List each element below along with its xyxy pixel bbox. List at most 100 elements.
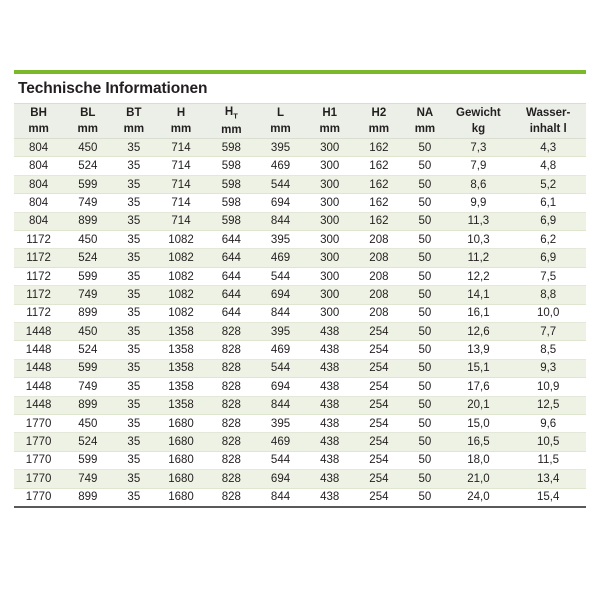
table-cell: 749	[63, 377, 113, 397]
table-row: 1448 599 35 1358 828 544 438 254 50 15,1 9,3	[14, 359, 586, 379]
table-cell: 50	[403, 193, 447, 213]
table-cell: 300	[305, 285, 355, 305]
table-cell: 450	[63, 230, 113, 250]
page-title: Technische Informationen	[18, 80, 208, 97]
table-cell: 469	[255, 248, 306, 268]
column-header-unit: inhalt l	[529, 122, 567, 135]
table-cell: 50	[403, 396, 447, 415]
table-cell: 899	[63, 488, 113, 506]
table-cell: 300	[305, 304, 355, 323]
table-cell: 10,3	[446, 230, 511, 250]
table-cell: 599	[63, 359, 113, 379]
table-row: 804 450 35 714 598 395 300 162 50 7,3 4,3	[14, 138, 586, 158]
table-cell: 300	[305, 230, 355, 250]
table-cell: 438	[305, 469, 355, 489]
table-cell: 828	[206, 396, 256, 415]
table-cell: 300	[305, 138, 355, 158]
table-cell: 1172	[14, 285, 64, 305]
table-cell: 50	[403, 432, 447, 452]
table-cell: 694	[255, 377, 306, 397]
table-cell: 644	[206, 285, 256, 305]
table-cell: 828	[206, 414, 256, 434]
table-cell: 804	[14, 175, 64, 195]
table-cell: 10,9	[510, 377, 586, 397]
table-cell: 450	[63, 138, 113, 158]
table-cell: 749	[63, 285, 113, 305]
table-cell: 1172	[14, 267, 64, 287]
table-cell: 11,3	[446, 212, 511, 232]
column-header-gewicht-9: Gewicht kg	[446, 102, 511, 140]
table-cell: 35	[112, 304, 156, 323]
column-header-bl-1: BL mm	[63, 102, 113, 140]
table-cell: 300	[305, 193, 355, 213]
table-cell: 844	[255, 396, 306, 415]
table-cell: 544	[255, 359, 306, 379]
table-cell: 50	[403, 469, 447, 489]
table-cell: 7,5	[510, 267, 586, 287]
table-cell: 694	[255, 285, 306, 305]
table-cell: 14,1	[446, 285, 511, 305]
table-cell: 828	[206, 488, 256, 506]
table-cell: 15,4	[510, 488, 586, 506]
table-cell: 714	[155, 156, 207, 176]
table-cell: 208	[354, 304, 404, 323]
table-cell: 9,6	[510, 414, 586, 434]
table-cell: 50	[403, 304, 447, 323]
table-cell: 1680	[155, 414, 207, 434]
column-header-unit: kg	[471, 122, 486, 135]
table-cell: 35	[112, 488, 156, 506]
table-cell: 50	[403, 138, 447, 158]
table-cell: 35	[112, 138, 156, 158]
table-bottom-rule	[14, 505, 586, 508]
table-cell: 1172	[14, 248, 64, 268]
table-cell: 208	[354, 285, 404, 305]
table-cell: 1770	[14, 469, 64, 489]
table-cell: 598	[206, 175, 256, 195]
column-header-na-8: NA mm	[403, 102, 447, 140]
table-cell: 1082	[155, 267, 207, 287]
table-cell: 17,6	[446, 377, 511, 397]
table-cell: 50	[403, 230, 447, 250]
table-cell: 50	[403, 359, 447, 379]
table-cell: 828	[206, 359, 256, 379]
table-cell: 300	[305, 248, 355, 268]
column-header-unit: mm	[170, 122, 192, 135]
table-cell: 13,4	[510, 469, 586, 489]
table-row: 1770 524 35 1680 828 469 438 254 50 16,5 10,5	[14, 432, 586, 452]
table-cell: 694	[255, 193, 306, 213]
table-cell: 9,9	[446, 193, 511, 213]
table-cell: 7,3	[446, 138, 511, 158]
table-cell: 524	[63, 156, 113, 176]
table-cell: 899	[63, 304, 113, 323]
column-header-subscript: T	[233, 111, 238, 121]
table-cell: 1448	[14, 359, 64, 379]
table-cell: 1448	[14, 322, 64, 342]
table-cell: 828	[206, 377, 256, 397]
table-cell: 828	[206, 451, 256, 471]
column-header-unit: mm	[77, 122, 98, 135]
column-header-name: L	[277, 106, 285, 119]
table-cell: 208	[354, 230, 404, 250]
table-cell: 749	[63, 193, 113, 213]
table-cell: 599	[63, 267, 113, 287]
table-cell: 254	[354, 414, 404, 434]
table-cell: 450	[63, 414, 113, 434]
table-cell: 714	[155, 212, 207, 232]
table-cell: 714	[155, 138, 207, 158]
table-cell: 7,9	[446, 156, 511, 176]
table-cell: 50	[403, 451, 447, 471]
table-cell: 16,5	[446, 432, 511, 452]
column-header-name: Wasser-	[526, 106, 571, 119]
table-cell: 4,8	[510, 156, 586, 176]
table-cell: 50	[403, 377, 447, 397]
table-cell: 598	[206, 193, 256, 213]
table-cell: 300	[305, 156, 355, 176]
table-cell: 1680	[155, 488, 207, 506]
table-cell: 9,3	[510, 359, 586, 379]
table-cell: 395	[255, 138, 306, 158]
table-row: 1448 899 35 1358 828 844 438 254 50 20,1 12,5	[14, 396, 586, 415]
table-cell: 438	[305, 451, 355, 471]
table-cell: 395	[255, 414, 306, 434]
